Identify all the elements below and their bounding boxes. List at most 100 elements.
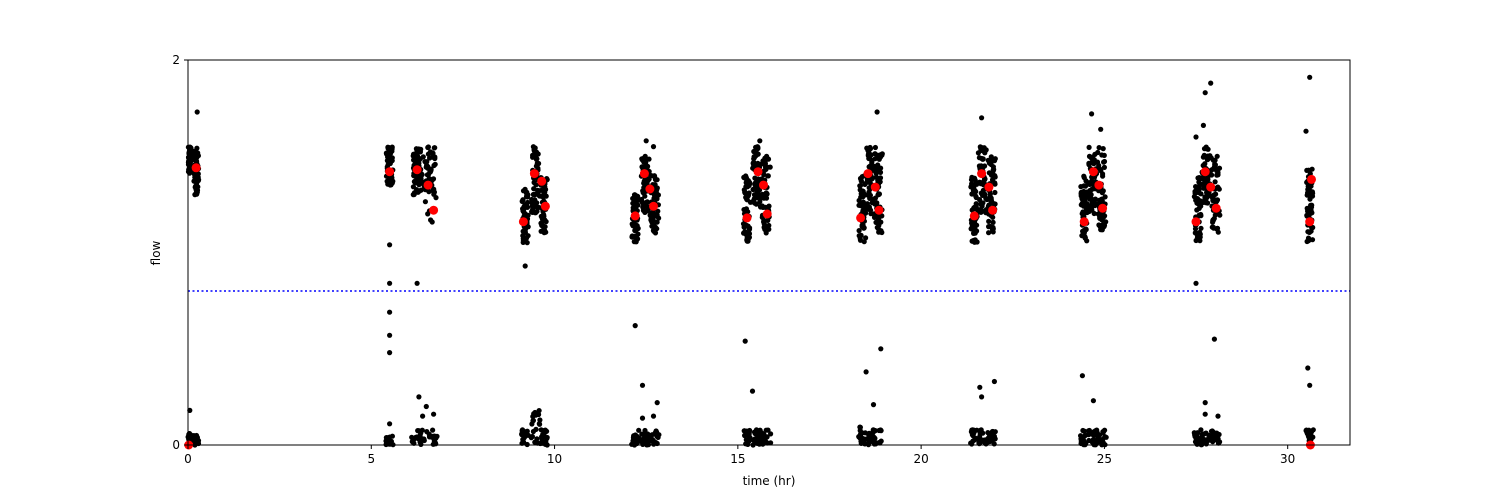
mean-point [977, 169, 987, 179]
observation-point [537, 417, 543, 423]
mean-points [184, 163, 1316, 450]
observation-point [387, 242, 393, 248]
observation-point [650, 413, 657, 419]
observation-point [524, 204, 531, 210]
observation-point [1209, 172, 1215, 178]
mean-point [639, 169, 649, 179]
mean-point [742, 213, 752, 223]
mean-point [529, 169, 539, 179]
observation-point [387, 421, 393, 427]
x-tick-label: 15 [730, 452, 745, 466]
observation-point [1215, 229, 1221, 235]
mean-point [1098, 203, 1108, 213]
observation-point [525, 199, 531, 206]
observation-point [757, 138, 763, 144]
observation-point [1306, 238, 1312, 244]
observation-point [186, 436, 192, 442]
observation-point [1309, 237, 1316, 243]
observation-point [1086, 144, 1092, 150]
y-axis-ticks: 02 [172, 53, 188, 452]
observation-point [1100, 171, 1106, 177]
observation-point [1213, 191, 1219, 197]
observation-point [542, 224, 548, 230]
observation-point [425, 144, 431, 151]
observation-point [648, 435, 654, 441]
observation-point [409, 439, 415, 445]
observation-point [1098, 126, 1104, 132]
observation-point [1101, 214, 1107, 220]
observation-point [745, 209, 751, 215]
observation-point [418, 187, 424, 193]
observation-point [768, 440, 774, 446]
mean-point [630, 211, 640, 221]
observation-point [632, 323, 638, 329]
mean-point [429, 205, 439, 215]
observation-point [538, 427, 544, 433]
observation-point [650, 144, 657, 150]
observation-point [634, 433, 640, 439]
observation-point [749, 388, 756, 394]
observation-point [529, 433, 536, 440]
observation-point [766, 226, 772, 232]
observation-point [431, 145, 437, 151]
observation-point [1084, 238, 1090, 244]
observation-point [654, 196, 660, 202]
observation-point [1095, 149, 1101, 156]
observation-point [746, 230, 752, 237]
observation-point [1205, 200, 1211, 206]
observation-point [1310, 224, 1316, 231]
observation-point [423, 403, 429, 410]
observation-point [537, 421, 543, 427]
observation-point [1091, 210, 1097, 217]
observation-point [1216, 165, 1223, 171]
observation-point [972, 437, 978, 443]
observation-point [428, 166, 434, 172]
observation-point [1089, 178, 1095, 184]
x-axis-label: time (hr) [743, 474, 796, 488]
observation-point [986, 230, 992, 236]
observation-point [1212, 162, 1218, 168]
observation-point [414, 280, 420, 286]
observation-point [534, 208, 540, 214]
observation-point [878, 438, 884, 444]
observation-point [857, 424, 863, 430]
mean-point [856, 213, 866, 223]
observation-point [1195, 435, 1201, 441]
observation-point [867, 192, 874, 198]
observation-point [992, 201, 998, 207]
observation-point [639, 431, 645, 437]
observation-point [1215, 413, 1221, 419]
observation-point [766, 222, 772, 229]
observation-point [639, 415, 646, 421]
observation-point [973, 189, 979, 195]
observation-point [872, 428, 878, 434]
observation-point [383, 435, 389, 441]
observation-point [635, 231, 641, 237]
observation-point [1192, 226, 1199, 232]
x-tick-label: 10 [547, 452, 562, 466]
observation-point [195, 153, 201, 159]
mean-point [412, 165, 422, 175]
observation-point [872, 435, 878, 441]
observation-point [874, 109, 880, 115]
observation-point [533, 426, 539, 432]
observation-point [541, 213, 547, 219]
observation-point [977, 384, 983, 390]
observation-point [879, 151, 885, 157]
observation-point [655, 208, 661, 214]
observation-point [861, 225, 867, 231]
observation-point [879, 213, 885, 219]
observation-point [1088, 192, 1094, 198]
observation-point [858, 232, 864, 238]
observation-point [1092, 196, 1098, 202]
observation-point [990, 226, 996, 232]
observation-point [986, 218, 992, 224]
observation-point [1303, 128, 1309, 134]
mean-point [1211, 203, 1221, 213]
observation-point [1307, 382, 1313, 388]
observation-point [764, 434, 770, 440]
observation-point [635, 225, 641, 231]
observation-point [422, 199, 428, 205]
observation-point [642, 153, 648, 159]
observation-point [742, 190, 748, 196]
